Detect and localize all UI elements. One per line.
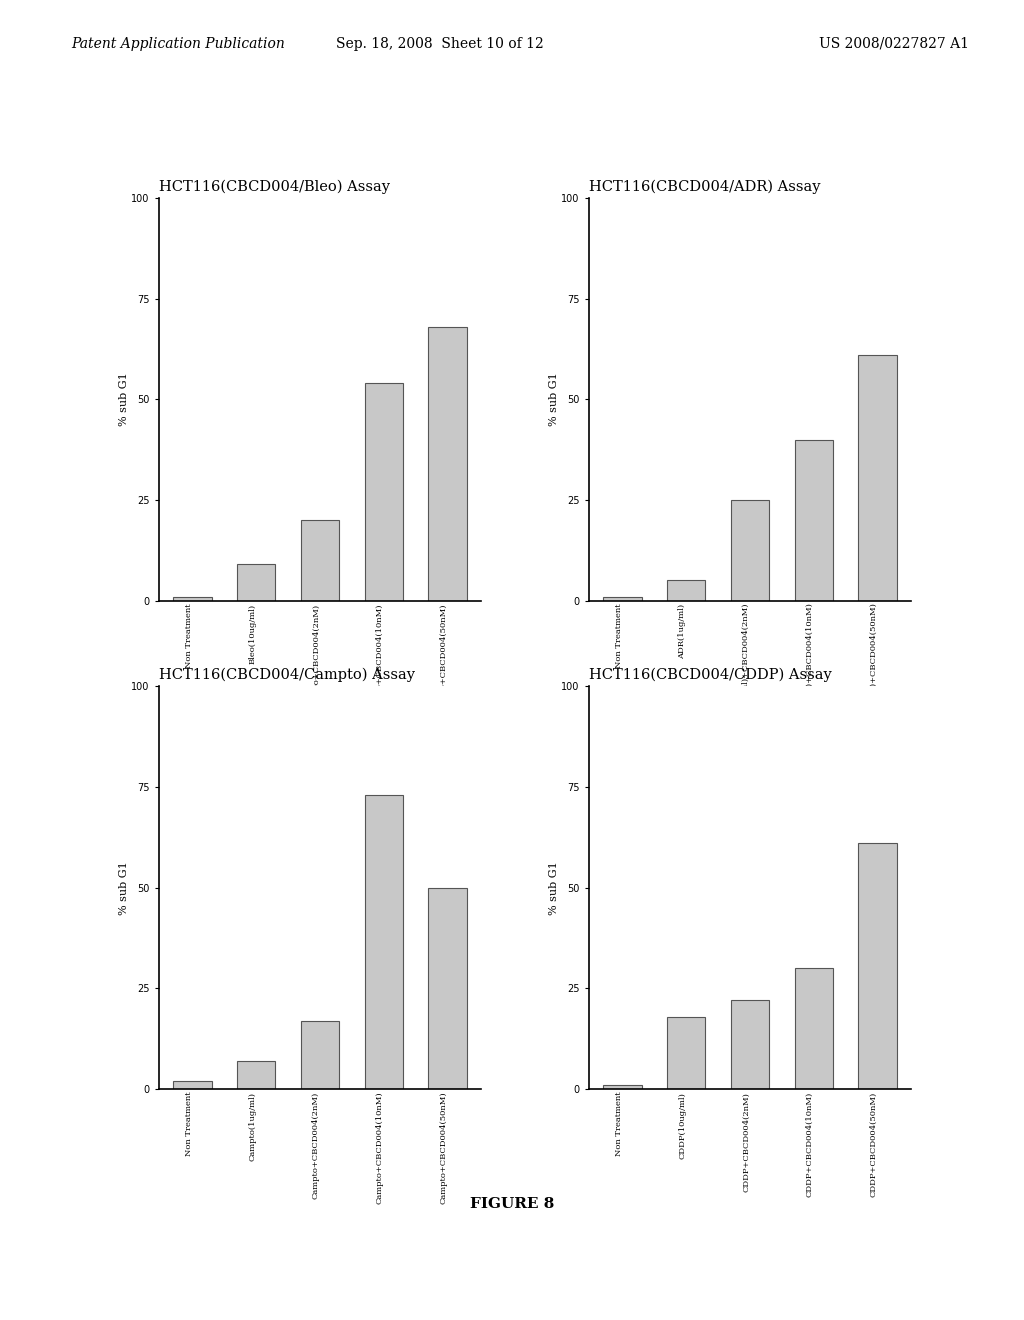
Bar <box>603 597 642 601</box>
Bar <box>731 500 769 601</box>
Bar <box>795 969 833 1089</box>
Text: US 2008/0227827 A1: US 2008/0227827 A1 <box>819 37 969 51</box>
Bar <box>301 520 339 601</box>
Text: HCT116(CBCD004/Campto) Assay: HCT116(CBCD004/Campto) Assay <box>159 668 415 682</box>
Bar <box>858 355 897 601</box>
Text: HCT116(CBCD004/Bleo) Assay: HCT116(CBCD004/Bleo) Assay <box>159 180 390 194</box>
Text: HCT116(CBCD004/ADR) Assay: HCT116(CBCD004/ADR) Assay <box>589 180 820 194</box>
Y-axis label: % sub G1: % sub G1 <box>119 861 129 915</box>
Y-axis label: % sub G1: % sub G1 <box>549 372 559 426</box>
Bar <box>668 1016 706 1089</box>
Text: HCT116(CBCD004/CDDP) Assay: HCT116(CBCD004/CDDP) Assay <box>589 668 831 682</box>
Text: Sep. 18, 2008  Sheet 10 of 12: Sep. 18, 2008 Sheet 10 of 12 <box>337 37 544 51</box>
Bar <box>603 1085 642 1089</box>
Bar <box>428 887 467 1089</box>
Bar <box>428 327 467 601</box>
Y-axis label: % sub G1: % sub G1 <box>549 861 559 915</box>
Text: FIGURE 8: FIGURE 8 <box>470 1197 554 1210</box>
Bar <box>238 565 275 601</box>
Bar <box>731 1001 769 1089</box>
Bar <box>795 440 833 601</box>
Bar <box>238 1061 275 1089</box>
Bar <box>365 383 402 601</box>
Bar <box>173 1081 212 1089</box>
Bar <box>173 597 212 601</box>
Bar <box>668 581 706 601</box>
Bar <box>858 843 897 1089</box>
Bar <box>301 1020 339 1089</box>
Text: Patent Application Publication: Patent Application Publication <box>72 37 286 51</box>
Bar <box>365 795 402 1089</box>
Y-axis label: % sub G1: % sub G1 <box>119 372 129 426</box>
